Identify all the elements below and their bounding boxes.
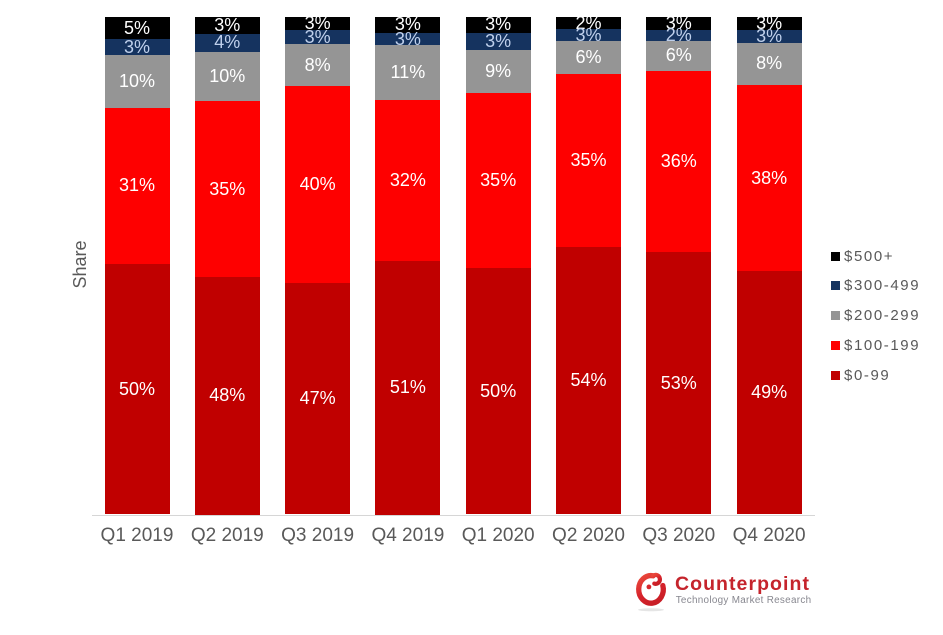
svg-text:Technology Market Research: Technology Market Research [676,595,812,606]
svg-text:Counterpoint: Counterpoint [675,573,810,595]
